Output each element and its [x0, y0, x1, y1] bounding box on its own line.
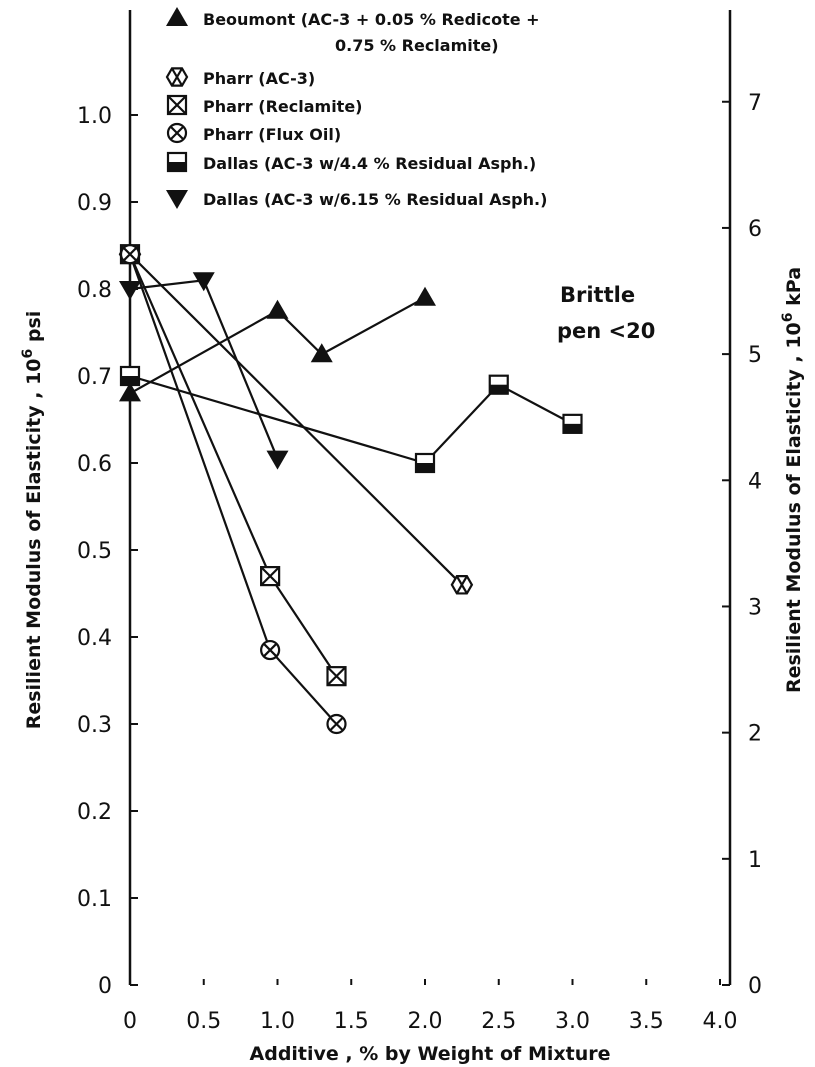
- x-tick-label: 2.0: [408, 1009, 443, 1034]
- y-axis-title-right: Resilient Modulus of Elasticity , 106 kP…: [780, 267, 805, 693]
- y-right-tick-label: 2: [748, 722, 762, 747]
- y-right-tick-label: 4: [748, 469, 762, 494]
- data-point-triangle-down: [119, 281, 141, 300]
- legend-marker-triangle-up: [166, 7, 188, 26]
- series-lines: [128, 253, 574, 725]
- y-right-tick-label: 0: [748, 974, 762, 999]
- x-tick-label: 1.5: [334, 1009, 369, 1034]
- x-tick-label: 4.0: [703, 1009, 738, 1034]
- legend-marker-triangle-down: [166, 190, 188, 209]
- data-point-triangle-down: [192, 272, 215, 292]
- x-tick-label: 2.5: [481, 1009, 516, 1034]
- y-right-tick-label: 7: [748, 91, 762, 116]
- data-point-triangle-up: [119, 382, 141, 402]
- legend-marker-half-square: [166, 151, 188, 173]
- data-point-circle-x: [119, 244, 141, 265]
- legend-label: 0.75 % Reclamite): [335, 36, 499, 55]
- y-right-tick-label: 5: [748, 343, 762, 368]
- x-tick-label: 3.0: [555, 1009, 590, 1034]
- data-point-triangle-up: [266, 299, 289, 319]
- data-point-half-square: [414, 452, 436, 474]
- y-left-tick-label: 0.1: [77, 887, 112, 912]
- data-point-square-x: [260, 565, 281, 587]
- y-left-tick-label: 0.6: [77, 452, 112, 477]
- x-axis-title: Additive , % by Weight of Mixture: [250, 1043, 611, 1065]
- data-point-triangle-up: [310, 343, 333, 363]
- y-left-tick-label: 0.8: [77, 278, 112, 303]
- y-right-tick-label: 1: [748, 848, 762, 873]
- data-point-triangle-up: [414, 286, 436, 306]
- data-point-half-square: [119, 365, 141, 387]
- legend-marker-hexagon-x: [165, 67, 189, 87]
- series-line-1: [129, 296, 426, 395]
- y-left-tick-label: 0.2: [77, 800, 112, 825]
- data-point-circle-x: [260, 639, 281, 661]
- legend-label: Pharr (Flux Oil): [203, 125, 341, 144]
- x-tick-label: 0: [123, 1009, 137, 1034]
- x-tick-label: 0.5: [186, 1009, 221, 1034]
- legend-label: Pharr (AC-3): [203, 69, 315, 88]
- y-left-tick-label: 1.0: [77, 104, 112, 129]
- y-left-tick-label: 0.4: [77, 626, 112, 651]
- y-left-tick-label: 0: [98, 974, 112, 999]
- data-point-square-x: [326, 666, 347, 687]
- data-point-hexagon-x: [450, 575, 474, 595]
- legend-label: Dallas (AC-3 w/4.4 % Residual Asph.): [203, 154, 536, 173]
- y-left-tick-label: 0.9: [77, 191, 112, 216]
- data-point-triangle-down: [266, 450, 289, 470]
- legend-marker-square-x: [166, 94, 188, 116]
- y-left-tick-label: 0.7: [77, 365, 112, 390]
- y-left-tick-label: 0.3: [77, 713, 112, 738]
- y-axis-title-left: Resilient Modulus of Elasticity , 106 ps…: [20, 311, 45, 730]
- series-markers: [118, 244, 583, 735]
- axes: 0 0.1 0.2 0.3 0.4 0.5 0.6 0.7 0.8 0.9 1.0 0 1 2 3 4 5 6 7 0…: [20, 10, 805, 1065]
- legend-label: Beoumont (AC-3 + 0.05 % Redicote +: [203, 10, 540, 29]
- y-left-tick-label: 0.5: [77, 539, 112, 564]
- x-tick-label: 1.0: [260, 1009, 295, 1034]
- data-point-half-square: [562, 413, 583, 434]
- legend-label: Dallas (AC-3 w/6.15 % Residual Asph.): [203, 190, 547, 209]
- legend-label: Pharr (Reclamite): [203, 97, 362, 116]
- x-tick-label: 3.5: [629, 1009, 664, 1034]
- annotation-pen: pen <20: [557, 319, 655, 343]
- legend-marker-circle-x: [166, 122, 188, 144]
- series-line-5: [129, 374, 574, 465]
- y-right-tick-label: 3: [748, 595, 762, 620]
- series-line-2: [129, 253, 463, 586]
- series-line-3: [128, 253, 338, 677]
- annotation-brittle: Brittle: [560, 283, 635, 307]
- data-point-circle-x: [326, 713, 347, 735]
- legend: Beoumont (AC-3 + 0.05 % Redicote + 0.75 %…: [165, 7, 547, 209]
- y-right-tick-label: 6: [748, 217, 762, 242]
- data-point-half-square: [488, 374, 509, 395]
